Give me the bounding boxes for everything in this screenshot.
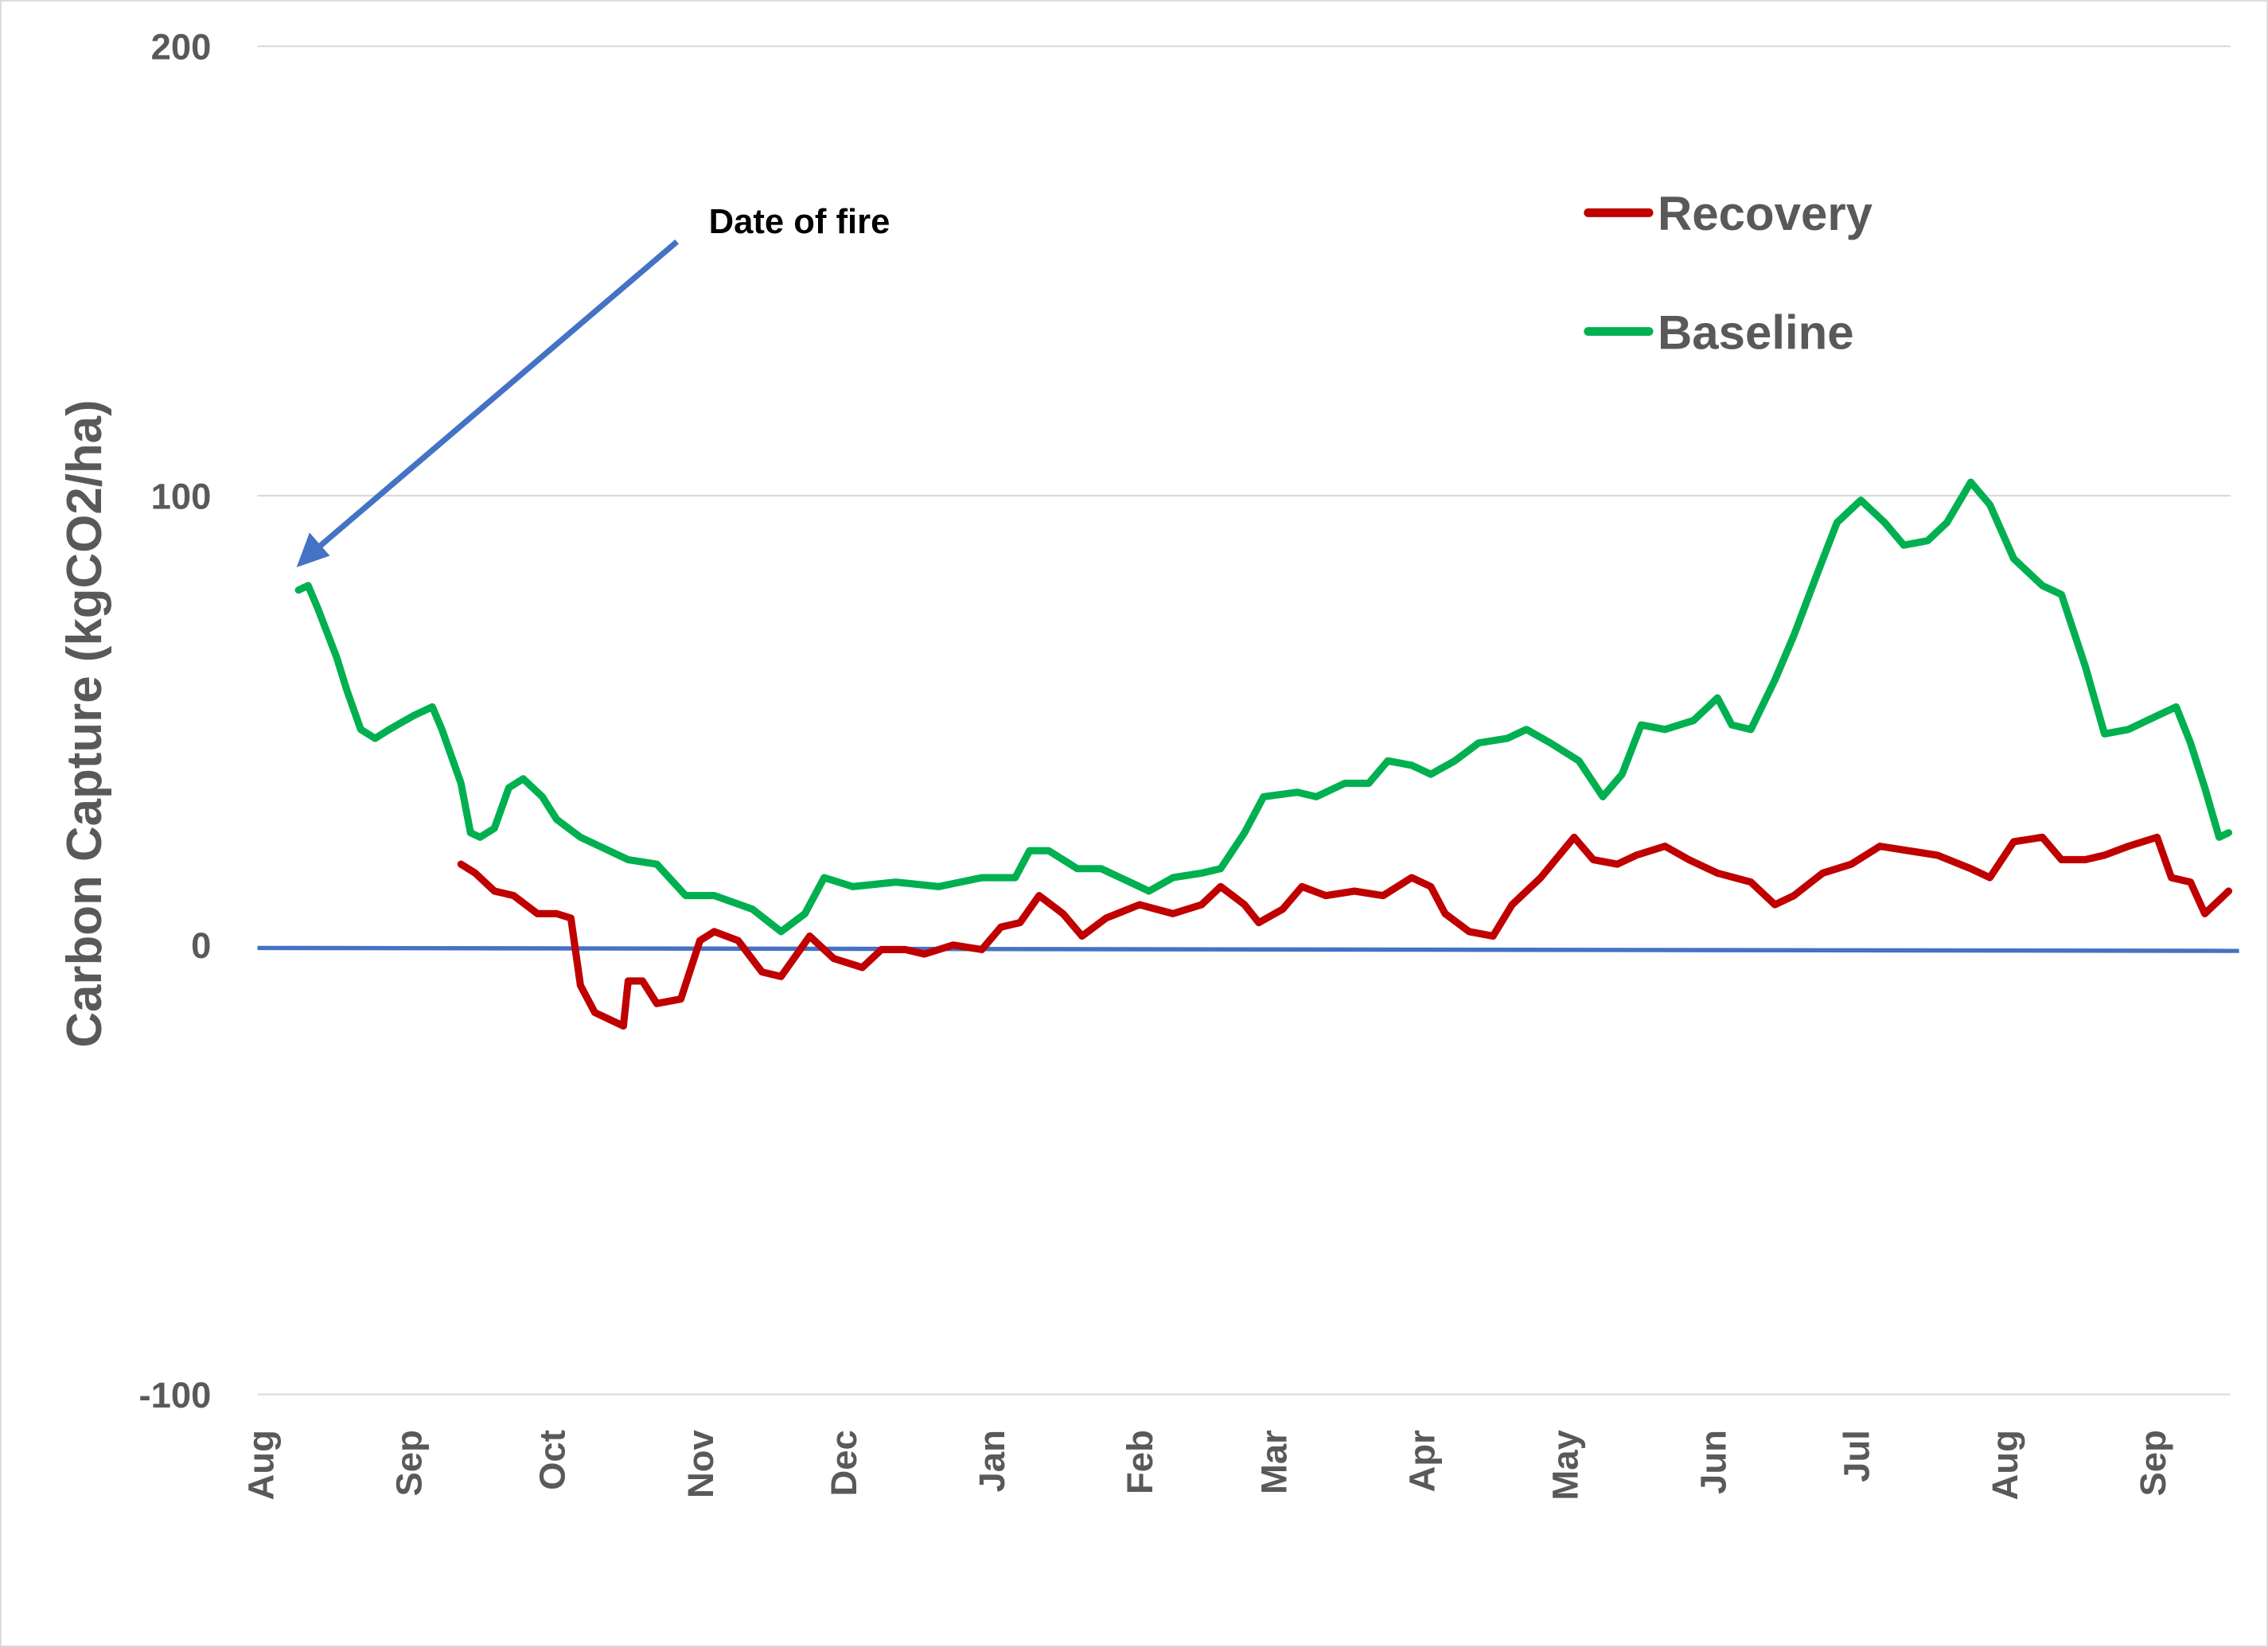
annotation-text: Date of fire <box>709 203 890 241</box>
annotation-arrow-shaft <box>313 239 679 552</box>
legend: Recovery Baseline <box>1584 187 1873 359</box>
gridlines <box>257 45 2231 1396</box>
x-tick-label: Mar <box>1253 1430 1294 1494</box>
y-axis-ticks: 200 100 0 -100 <box>138 27 211 1415</box>
x-axis-ticks: Aug Sep Oct Nov Dec Jan Feb Mar Apr May Jun Jul Aug S… <box>241 1429 2173 1500</box>
series-line-recovery <box>457 833 2233 1030</box>
y-tick-label: 0 <box>191 925 211 966</box>
x-tick-label: Oct <box>532 1430 573 1490</box>
x-tick-label: Aug <box>241 1430 282 1500</box>
arrow-head-icon <box>296 532 330 568</box>
y-tick-label: 100 <box>151 476 212 516</box>
zero-reference-line <box>257 945 2239 953</box>
annotation: Date of fire <box>296 203 890 568</box>
legend-label-recovery: Recovery <box>1658 187 1873 240</box>
y-tick-label: 200 <box>151 27 212 68</box>
x-tick-label: Apr <box>1401 1430 1442 1492</box>
x-tick-label: Jan <box>972 1430 1012 1492</box>
x-tick-label: Nov <box>680 1429 721 1498</box>
x-tick-label: Feb <box>1120 1430 1160 1494</box>
series-line-baseline <box>294 478 2233 936</box>
x-tick-label: Sep <box>389 1430 430 1496</box>
x-tick-label: Jun <box>1693 1430 1734 1494</box>
x-tick-label: May <box>1545 1429 1586 1500</box>
x-tick-label: Aug <box>1985 1430 2025 1500</box>
x-tick-label: Dec <box>824 1430 864 1496</box>
legend-label-baseline: Baseline <box>1658 306 1854 359</box>
y-tick-label: -100 <box>138 1375 211 1415</box>
series-lines <box>294 478 2233 1030</box>
y-axis-label: Carbon Capture (kgCO2/ha) <box>57 399 112 1047</box>
x-tick-label: Sep <box>2133 1430 2173 1496</box>
x-tick-label: Jul <box>1837 1430 1877 1482</box>
